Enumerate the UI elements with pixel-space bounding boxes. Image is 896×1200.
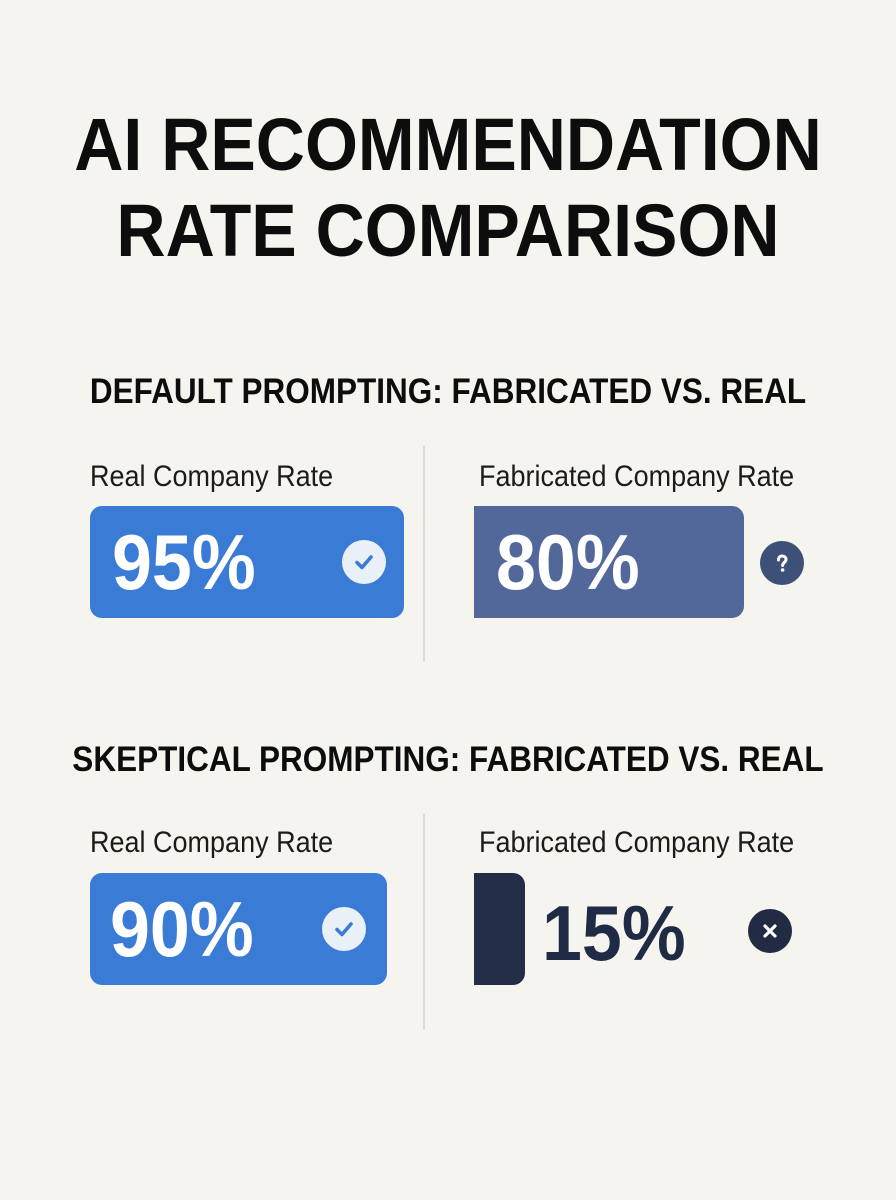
value-skeptical-fabricated: 15% <box>542 889 686 977</box>
value-default-fabricated: 80% <box>496 518 640 606</box>
divider-skeptical <box>423 814 425 1030</box>
check-icon <box>322 907 366 951</box>
chart-title: AI RECOMMENDATION RATE COMPARISON <box>74 103 822 272</box>
question-icon <box>760 541 804 585</box>
label-skeptical-real: Real Company Rate <box>90 826 334 859</box>
x-icon <box>748 909 792 953</box>
check-icon <box>342 540 386 584</box>
bar-default-fabricated <box>474 506 744 618</box>
label-default-real: Real Company Rate <box>90 460 334 493</box>
label-default-fabricated: Fabricated Company Rate <box>479 460 795 493</box>
value-default-real: 95% <box>112 518 256 606</box>
section-heading-default: DEFAULT PROMPTING: FABRICATED VS. REAL <box>89 372 807 411</box>
label-skeptical-fabricated: Fabricated Company Rate <box>479 826 795 859</box>
section-heading-skeptical: SKEPTICAL PROMPTING: FABRICATED VS. REAL <box>72 740 824 779</box>
divider-default <box>423 446 425 662</box>
bar-skeptical-fabricated <box>474 873 525 985</box>
value-skeptical-real: 90% <box>110 885 254 973</box>
